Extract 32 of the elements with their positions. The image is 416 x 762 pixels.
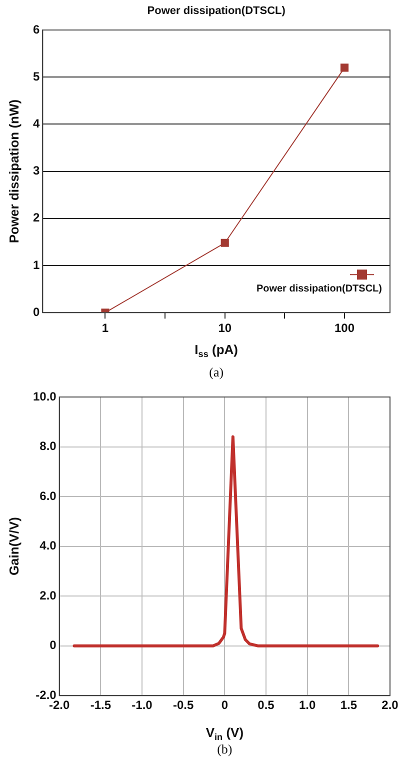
y-tick-label: 10.0 [32, 389, 57, 404]
y-tick-label: 6.0 [40, 488, 57, 503]
legend-label: Power dissipation(DTSCL) [256, 283, 382, 294]
y-tick-label: 4.0 [40, 538, 57, 553]
x-tick-label: 1.5 [340, 698, 358, 712]
x-tick-label: 0.5 [258, 698, 275, 712]
y-tick-label: 8.0 [40, 439, 57, 454]
x-tick-label: 1.0 [298, 698, 316, 712]
y-tick-label: 6 [32, 22, 40, 36]
x-tick-label: 2.0 [382, 698, 399, 712]
y-tick-label: 3 [32, 164, 40, 178]
x-tick-label: 10 [218, 321, 232, 336]
y-tick-label: 2.0 [40, 588, 57, 602]
y-tick-label: 4 [32, 116, 40, 131]
text: (b) [217, 741, 232, 756]
x-tick-label: 0 [221, 698, 228, 712]
x-tick-label: -0.5 [173, 698, 194, 712]
x-tick-label: -1.0 [132, 698, 153, 712]
y-tick-label: 5 [32, 69, 40, 84]
point [220, 238, 229, 247]
y-tick-label: 2 [32, 210, 40, 225]
y-tick-label: 0 [50, 638, 57, 652]
chart-title: Power dissipation(DTSCL) [147, 5, 286, 18]
y-axis-title: Power dissipation (nW) [6, 99, 22, 244]
point [340, 64, 349, 72]
x-tick-label: 100 [334, 321, 355, 336]
y-tick-label: 1 [32, 258, 40, 272]
y-axis-title: Gain(V/V) [6, 517, 22, 576]
x-tick-label: -1.5 [90, 698, 112, 712]
text: (a) [209, 364, 224, 380]
x-tick-label: 1 [102, 321, 109, 336]
y-tick-label: 0 [32, 304, 40, 319]
